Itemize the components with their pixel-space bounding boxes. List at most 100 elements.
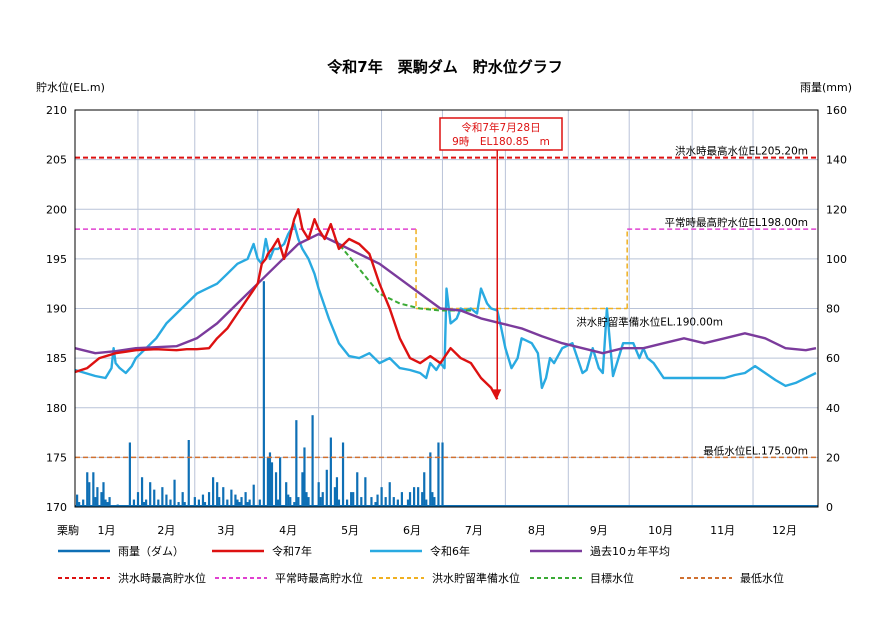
rain-bar: [88, 482, 91, 507]
series-line: [74, 222, 817, 390]
rain-bar: [337, 499, 341, 507]
rain-bar: [262, 281, 265, 507]
rain-bar: [279, 457, 282, 507]
rain-bar: [240, 497, 243, 507]
x-tick-label: 5月: [341, 524, 359, 537]
rain-bar: [311, 415, 314, 507]
y-tick-right: 100: [826, 253, 847, 266]
rain-bar: [268, 452, 272, 507]
rain-bar: [341, 442, 345, 507]
rain-bar: [429, 452, 432, 507]
rain-bar: [329, 437, 332, 507]
rain-bar: [388, 482, 391, 507]
rain-bar: [230, 489, 233, 507]
rain-bar: [301, 472, 304, 507]
y-tick-left: 190: [46, 303, 67, 316]
y-tick-left: 200: [46, 203, 67, 216]
rain-bar: [307, 497, 310, 507]
y-tick-left: 180: [46, 402, 67, 415]
rain-bar: [238, 502, 241, 507]
rain-bar: [222, 487, 225, 507]
rain-bars: [75, 281, 818, 507]
rain-bar: [78, 502, 81, 507]
rain-bar: [417, 487, 420, 507]
ref-line-label: 平常時最高貯水位EL198.00m: [665, 216, 808, 229]
x-tick-label: 3月: [217, 524, 235, 537]
rain-bar: [274, 472, 278, 507]
rain-bar: [431, 492, 434, 507]
rain-bar: [76, 494, 79, 507]
rain-bar: [94, 497, 97, 507]
rain-bar: [360, 497, 363, 507]
rain-bar: [295, 420, 298, 507]
series-line: [334, 238, 471, 312]
rain-bar: [293, 502, 296, 507]
x-tick-label: 7月: [465, 524, 483, 537]
rain-bar: [197, 499, 201, 507]
rain-bar: [400, 492, 404, 507]
rain-bar: [161, 487, 164, 507]
rain-bar: [289, 497, 292, 507]
rain-bar: [226, 499, 229, 507]
annotation-line2: 9時 EL180.85 m: [452, 136, 550, 148]
x-tick-label: 10月: [648, 524, 673, 537]
rain-bar: [108, 497, 111, 507]
annotation: 令和7年7月28日 9時 EL180.85 m: [439, 117, 563, 399]
x-tick-label: 12月: [772, 524, 797, 537]
rain-bar: [266, 457, 270, 507]
y-tick-left: 195: [46, 253, 67, 266]
y-tick-left: 170: [46, 501, 67, 514]
rain-bar: [350, 492, 353, 507]
rain-bar: [201, 494, 205, 507]
rain-bar: [177, 502, 180, 507]
rain-bar: [364, 477, 367, 507]
rain-bar: [234, 494, 237, 507]
rain-bar: [392, 497, 395, 507]
rain-bar: [153, 489, 156, 507]
rain-bar: [352, 492, 355, 507]
rain-bar: [128, 442, 131, 507]
legend-label: 最低水位: [740, 571, 784, 585]
rain-bar: [157, 499, 160, 507]
x-tick-label: 9月: [590, 524, 608, 537]
rain-bar: [276, 499, 280, 507]
y-tick-right: 0: [826, 501, 833, 514]
rain-bar: [317, 482, 320, 507]
rain-bar: [149, 482, 152, 507]
rain-bar: [140, 477, 144, 507]
y-axis-right-label: 雨量(mm): [800, 81, 852, 94]
y-tick-left: 210: [46, 104, 67, 117]
rain-bar: [100, 492, 103, 507]
annotation-line1: 令和7年7月28日: [461, 121, 540, 134]
reference-labels: 洪水時最高水位EL205.20m 平常時最高貯水位EL198.00m 洪水貯留準備水…: [576, 145, 808, 458]
rain-bar: [165, 494, 168, 507]
rain-bar: [104, 499, 107, 507]
annotation-box: [439, 117, 563, 151]
x-axis-left-label: 栗駒: [57, 524, 79, 537]
rain-bar: [142, 502, 146, 507]
series-line: [74, 232, 817, 355]
y-axis-left-label: 貯水位(EL.m): [36, 80, 105, 94]
rain-bar: [305, 492, 308, 507]
rain-bar: [193, 497, 196, 507]
legend-label: 過去10ヵ年平均: [590, 544, 670, 558]
rain-bar: [408, 492, 412, 507]
series-line: [74, 208, 499, 400]
plot-frame: [74, 109, 819, 508]
rain-bar: [287, 494, 290, 507]
rain-bar: [216, 482, 219, 507]
rain-bar: [252, 484, 255, 507]
rain-bar: [212, 477, 215, 507]
rain-bar: [248, 499, 251, 507]
legend-label: 洪水貯留準備水位: [432, 571, 520, 585]
rain-bar: [425, 499, 428, 507]
series-lines: [74, 208, 817, 400]
rain-bar: [102, 482, 105, 507]
annotation-arrow-head: [493, 389, 502, 399]
rain-bar: [218, 497, 221, 507]
legend-label: 雨量（ダム）: [118, 544, 184, 558]
y-tick-right: 120: [826, 203, 847, 216]
chart-title: 令和7年 栗駒ダム 貯水位グラフ: [327, 58, 562, 76]
